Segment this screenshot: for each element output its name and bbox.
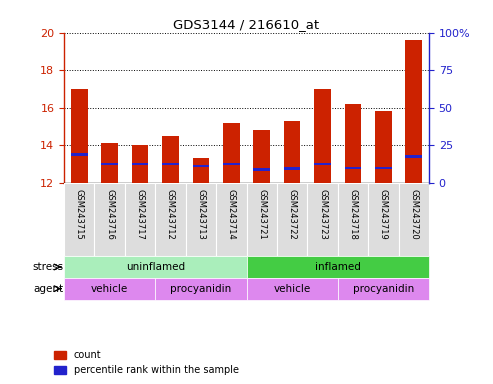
Text: GSM243714: GSM243714 xyxy=(227,189,236,239)
Bar xyxy=(284,167,300,170)
FancyBboxPatch shape xyxy=(95,183,125,256)
Bar xyxy=(162,163,179,165)
Bar xyxy=(405,40,422,183)
Bar xyxy=(345,104,361,183)
Bar xyxy=(253,169,270,171)
Bar xyxy=(253,130,270,183)
Bar xyxy=(405,155,422,158)
Text: GSM243713: GSM243713 xyxy=(196,189,206,240)
Bar xyxy=(193,165,209,167)
Text: vehicle: vehicle xyxy=(274,284,311,294)
FancyBboxPatch shape xyxy=(307,183,338,256)
Text: GSM243721: GSM243721 xyxy=(257,189,266,239)
FancyBboxPatch shape xyxy=(186,183,216,256)
Bar xyxy=(284,121,300,183)
Bar xyxy=(71,89,88,183)
Text: GSM243722: GSM243722 xyxy=(287,189,297,239)
Bar xyxy=(375,111,391,183)
FancyBboxPatch shape xyxy=(338,278,429,300)
FancyBboxPatch shape xyxy=(216,183,246,256)
Bar xyxy=(71,153,88,156)
Bar xyxy=(223,123,240,183)
Text: procyanidin: procyanidin xyxy=(352,284,414,294)
Bar xyxy=(102,163,118,165)
Bar xyxy=(102,143,118,183)
Bar xyxy=(162,136,179,183)
Text: GSM243720: GSM243720 xyxy=(409,189,418,239)
FancyBboxPatch shape xyxy=(246,278,338,300)
Bar xyxy=(345,167,361,169)
FancyBboxPatch shape xyxy=(246,183,277,256)
Bar xyxy=(193,158,209,183)
FancyBboxPatch shape xyxy=(246,256,429,278)
FancyBboxPatch shape xyxy=(398,183,429,256)
FancyBboxPatch shape xyxy=(155,183,186,256)
Bar xyxy=(223,163,240,165)
Bar xyxy=(132,163,148,165)
Text: GSM243723: GSM243723 xyxy=(318,189,327,240)
Text: vehicle: vehicle xyxy=(91,284,128,294)
FancyBboxPatch shape xyxy=(125,183,155,256)
Text: GSM243719: GSM243719 xyxy=(379,189,388,239)
Text: stress: stress xyxy=(33,262,64,272)
Bar xyxy=(314,89,331,183)
FancyBboxPatch shape xyxy=(155,278,246,300)
Title: GDS3144 / 216610_at: GDS3144 / 216610_at xyxy=(174,18,319,31)
Text: GSM243718: GSM243718 xyxy=(349,189,357,240)
Text: GSM243715: GSM243715 xyxy=(75,189,84,239)
Text: GSM243717: GSM243717 xyxy=(136,189,144,240)
Legend: count, percentile rank within the sample: count, percentile rank within the sample xyxy=(54,351,239,375)
FancyBboxPatch shape xyxy=(368,183,398,256)
FancyBboxPatch shape xyxy=(64,278,155,300)
FancyBboxPatch shape xyxy=(64,183,95,256)
Text: inflamed: inflamed xyxy=(315,262,361,272)
Text: GSM243716: GSM243716 xyxy=(105,189,114,240)
Text: procyanidin: procyanidin xyxy=(170,284,232,294)
FancyBboxPatch shape xyxy=(64,256,246,278)
FancyBboxPatch shape xyxy=(277,183,307,256)
Bar xyxy=(314,163,331,165)
Text: uninflamed: uninflamed xyxy=(126,262,185,272)
Bar xyxy=(375,167,391,169)
FancyBboxPatch shape xyxy=(338,183,368,256)
Bar xyxy=(132,145,148,183)
Text: agent: agent xyxy=(34,284,64,294)
Text: GSM243712: GSM243712 xyxy=(166,189,175,239)
